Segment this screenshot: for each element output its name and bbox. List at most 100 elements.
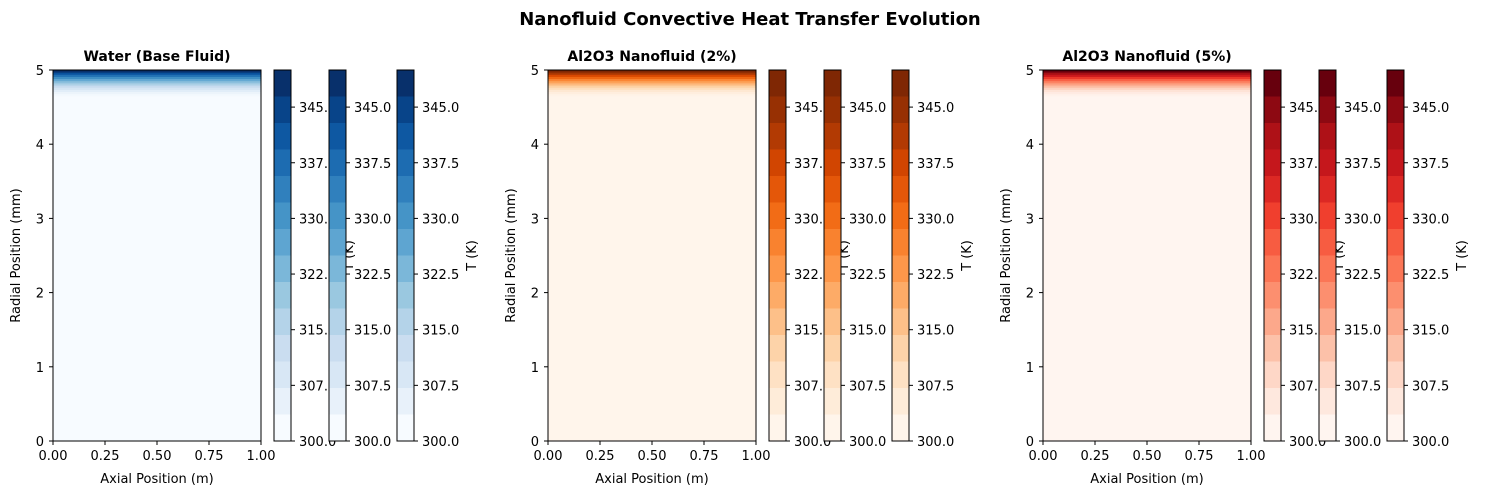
colorbar-tick-label: 345.0 [299,101,336,116]
colorbar-level [274,335,291,362]
colorbar-level [1387,414,1404,442]
colorbar-level [397,308,414,336]
colorbar-level [1264,70,1281,97]
x-tick-label: 0.00 [39,449,68,464]
x-tick-label: 0.75 [1185,449,1214,464]
colorbar-level [824,176,841,203]
colorbar-level [824,123,841,150]
colorbar-level [769,149,786,177]
colorbar-tick-label: 307.5 [849,379,886,394]
colorbar-level [824,70,841,97]
colorbar-tick-label: 330.0 [354,212,391,227]
colorbar-frame [328,69,347,442]
colorbar-tick-label: 307.5 [1344,379,1381,394]
colorbar-level [892,149,909,177]
colorbar-tick-label: 307.5 [1412,379,1449,394]
colorbar-level [824,388,841,415]
colorbar-level [1387,202,1404,230]
colorbar-level [824,414,841,442]
y-tick-label: 1 [1026,361,1034,376]
colorbar-level [274,149,291,177]
colorbar-tick-label: 337.5 [354,157,391,172]
colorbar-level [1264,149,1281,177]
colorbar-level [329,414,346,442]
colorbar-level [397,388,414,415]
thermal-layer-band [53,85,261,88]
thermal-layer-band [53,87,261,90]
colorbar-tick-label: 337.5 [917,157,954,172]
colorbar-tick-label: 330.0 [1412,212,1449,227]
colorbar-level [1319,308,1336,336]
colorbar-level [397,96,414,124]
colorbar-level [274,361,291,389]
colorbar-tick-label: 322.5 [1289,268,1326,283]
y-tick-label: 2 [531,287,539,302]
thermal-layer-band [1043,72,1251,75]
thermal-layer-band [548,80,756,84]
thermal-layer-band [548,72,756,75]
colorbar-level [769,176,786,203]
colorbar-level [824,202,841,230]
colorbar-level [1319,123,1336,150]
panel-2: Al2O3 Nanofluid (2%) 0.00 0.25 0.50 0.75 1.00… [504,49,975,487]
y-tick-label: 0 [531,435,539,450]
x-tick-label: 1.00 [1237,449,1266,464]
colorbar-level [769,229,786,256]
colorbar-tick-label: 345.0 [422,101,459,116]
colorbar-level [1319,255,1336,283]
thermal-layer-band [1043,82,1251,86]
x-tick-label: 0.50 [1133,449,1162,464]
colorbar-level [1264,388,1281,415]
colorbar-tick-label: 337.5 [1412,157,1449,172]
colorbar-level [1264,335,1281,362]
colorbar-level [1319,414,1336,442]
colorbar-level [274,123,291,150]
colorbar-level [329,282,346,309]
colorbar-tick-label: 345.0 [794,101,831,116]
colorbar-frame [891,69,910,442]
colorbar-level [1264,123,1281,150]
colorbar-level [1264,96,1281,124]
colorbar-level [1264,414,1281,442]
colorbar-level [329,96,346,124]
colorbar-level [1387,335,1404,362]
thermal-layer-band [1043,93,1251,97]
colorbar-tick-label: 300.0 [1289,435,1326,450]
x-axis-label: Axial Position (m) [1090,472,1203,487]
colorbar-level [329,361,346,389]
colorbar-tick-label: 330.0 [849,212,886,227]
y-tick-label: 4 [531,138,539,153]
colorbar-level [1264,308,1281,336]
colorbar-level [397,414,414,442]
colorbar-level [329,176,346,203]
colorbar-tick-label: 300.0 [1344,435,1381,450]
colorbar-tick-label: 337.5 [299,157,336,172]
thermal-layer-band [53,91,261,95]
colorbar-level [1319,388,1336,415]
y-tick-label: 3 [1026,212,1034,227]
colorbar-level [892,176,909,203]
colorbar-level [824,335,841,362]
colorbar-level [824,255,841,283]
thermal-layer-band [53,76,261,80]
colorbar-level [769,202,786,230]
thermal-layer-band [548,91,756,95]
colorbar-level [892,308,909,336]
thermal-layer-band [53,80,261,84]
colorbar-level [769,361,786,389]
colorbar-tick-label: 337.5 [794,157,831,172]
panel-title: Water (Base Fluid) [83,49,230,65]
colorbar-level [1387,70,1404,97]
colorbar-tick-label: 315.0 [299,324,336,339]
colorbar-3: 300.0 307.5 315.0 322.5 330.0 337.5 345.0 T (K) [396,69,480,450]
thermal-layer-band [548,78,756,82]
colorbar-level [892,96,909,124]
colorbar-level [1387,123,1404,150]
colorbar-tick-label: 330.0 [1289,212,1326,227]
x-tick-label: 0.25 [586,449,615,464]
thermal-layer-band [1043,70,1251,73]
colorbar-level [397,123,414,150]
colorbar-level [769,96,786,124]
colorbar-level [274,70,291,97]
